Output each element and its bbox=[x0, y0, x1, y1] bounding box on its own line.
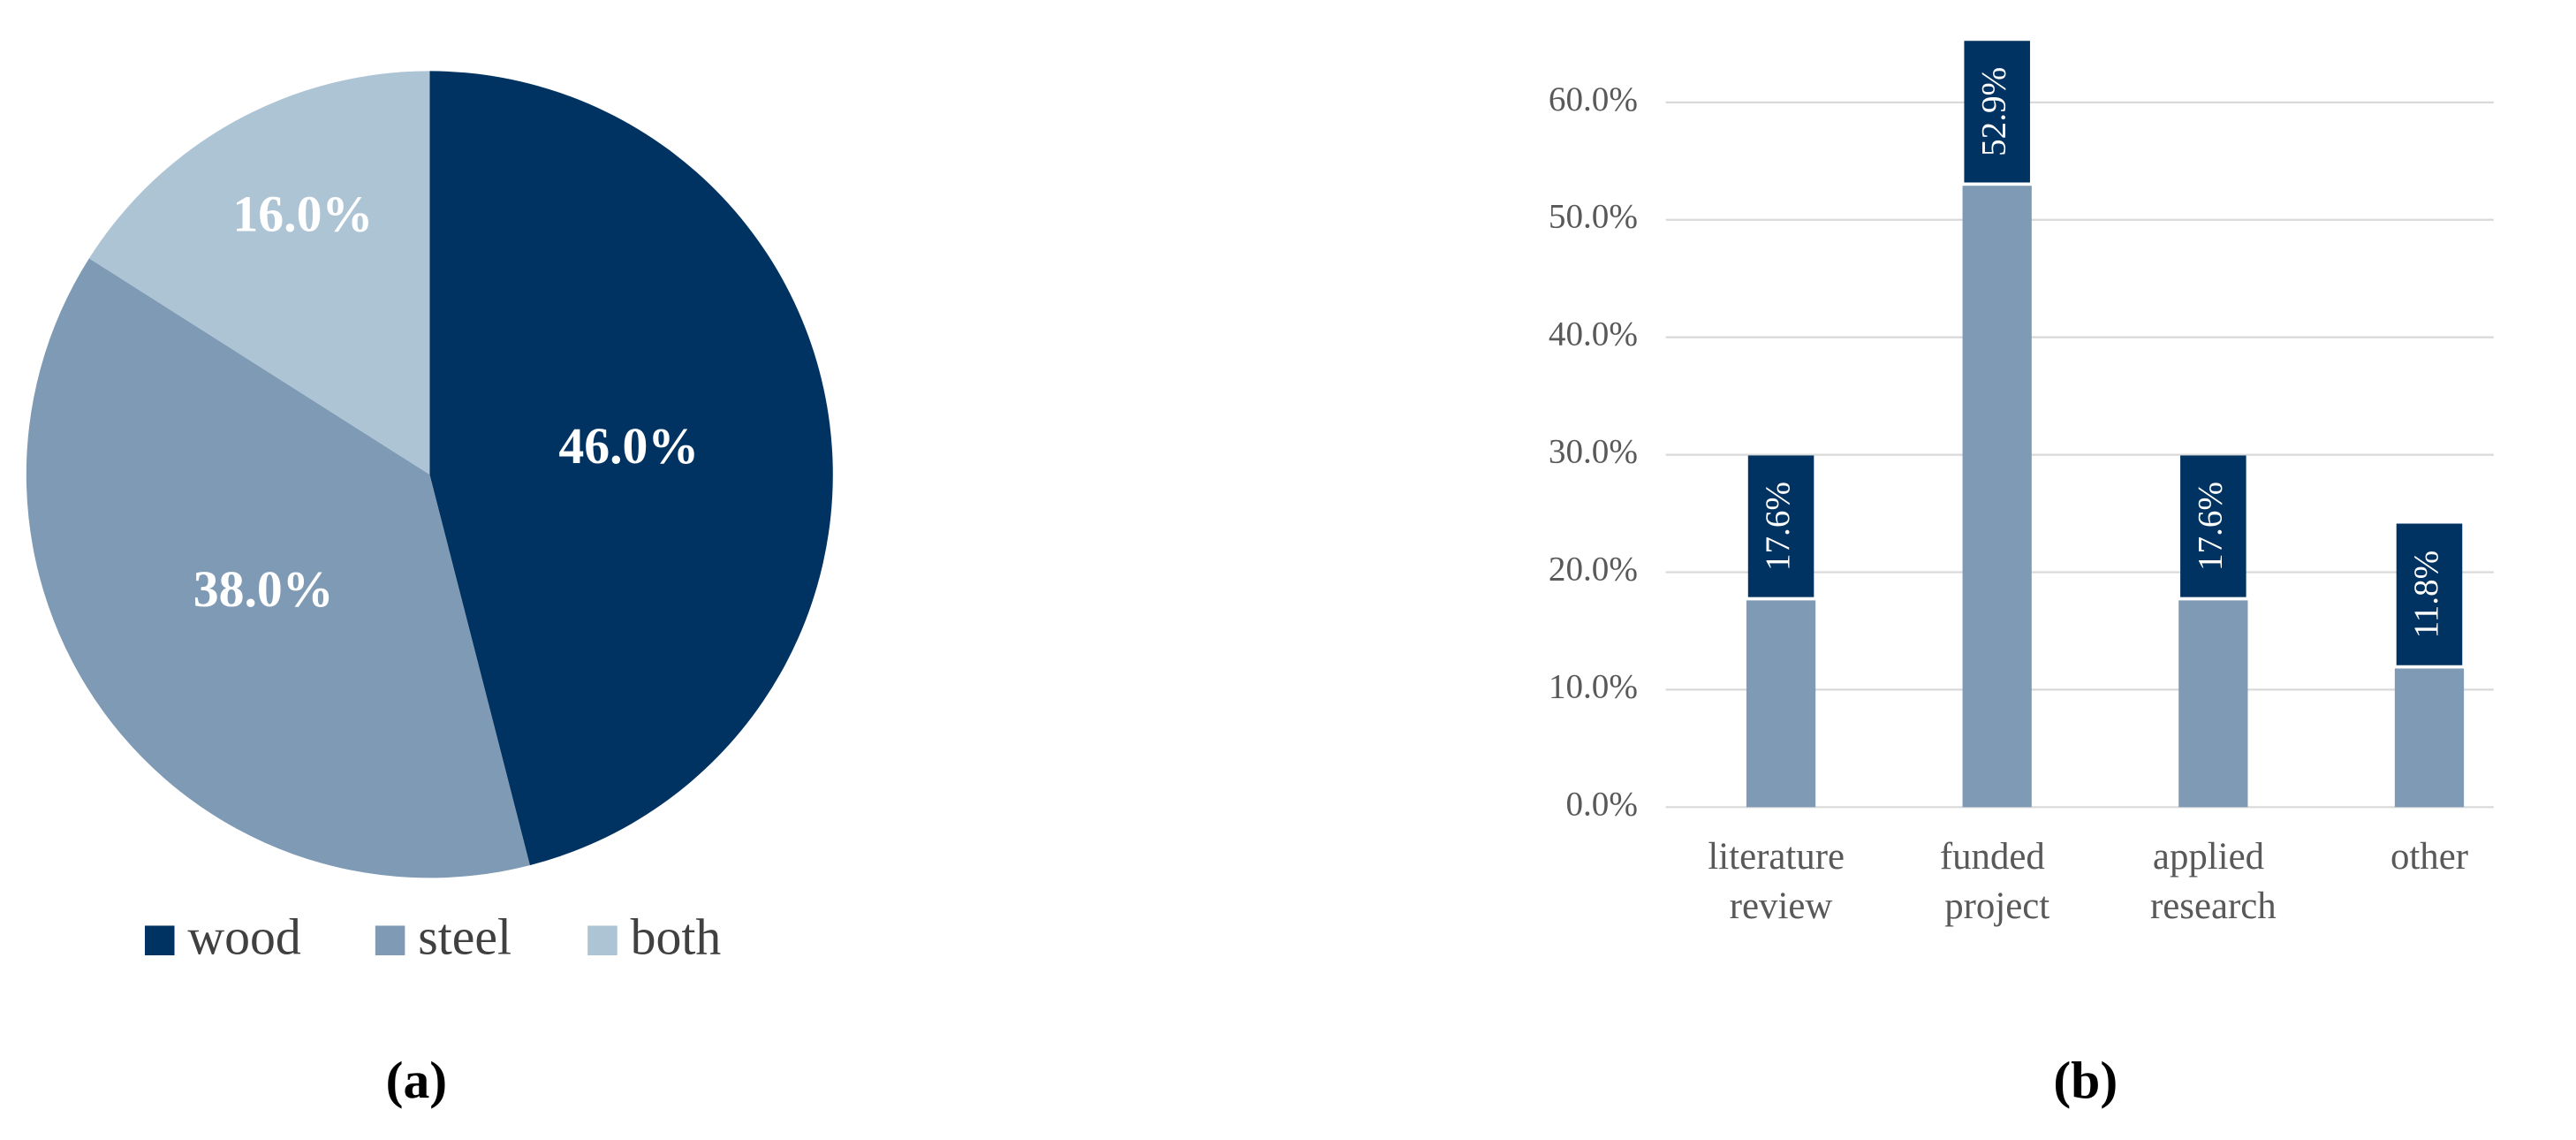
data-label-box bbox=[1747, 455, 1815, 597]
pie-slice bbox=[429, 71, 833, 866]
legend-swatch bbox=[375, 925, 405, 956]
bar bbox=[1962, 186, 2032, 808]
data-label-box bbox=[2396, 523, 2463, 665]
y-tick-label: 0.0% bbox=[1565, 785, 1637, 823]
pie-slice bbox=[26, 258, 530, 878]
data-label: 17.6% bbox=[1759, 482, 1797, 571]
data-label: 11.8% bbox=[2407, 551, 2445, 639]
x-tick-label: funded project bbox=[1940, 836, 2055, 927]
data-label: 17.6% bbox=[2191, 482, 2229, 571]
y-tick-label: 40.0% bbox=[1549, 315, 1638, 353]
x-tick-label: literature review bbox=[1708, 836, 1853, 927]
legend-label: steel bbox=[418, 909, 511, 965]
data-label-box bbox=[1964, 41, 2030, 183]
y-tick-label: 20.0% bbox=[1549, 550, 1638, 588]
bar bbox=[2394, 668, 2465, 808]
x-tick-label: applied research bbox=[2150, 836, 2277, 927]
bar bbox=[2178, 600, 2248, 808]
legend-label: both bbox=[631, 909, 722, 965]
x-tick-label: other bbox=[2390, 836, 2468, 878]
legend-swatch bbox=[587, 925, 617, 956]
y-tick-label: 50.0% bbox=[1549, 198, 1638, 236]
legend-swatch bbox=[144, 925, 175, 956]
caption: (a) bbox=[386, 1051, 448, 1109]
y-tick-label: 30.0% bbox=[1549, 433, 1638, 471]
slice-label: 38.0% bbox=[193, 562, 334, 618]
data-label-box bbox=[2180, 455, 2246, 597]
bar bbox=[1746, 600, 1816, 808]
slice-label: 16.0% bbox=[232, 186, 373, 242]
y-tick-label: 60.0% bbox=[1549, 80, 1638, 118]
legend-label: wood bbox=[187, 909, 300, 965]
pie-slice bbox=[88, 71, 430, 475]
caption: (b) bbox=[2053, 1051, 2118, 1109]
slice-label: 46.0% bbox=[558, 419, 699, 475]
data-label: 52.9% bbox=[1975, 67, 2013, 156]
y-tick-label: 10.0% bbox=[1549, 667, 1638, 705]
